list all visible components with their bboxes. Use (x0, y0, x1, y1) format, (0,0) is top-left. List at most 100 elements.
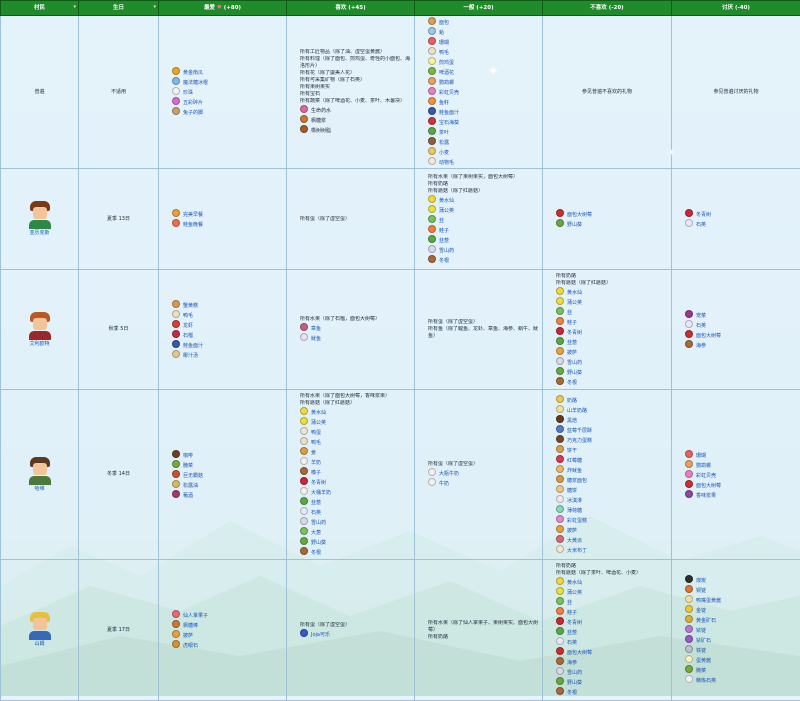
item-link[interactable]: Joja可乐 (311, 632, 330, 638)
item-link[interactable]: 雪山药 (311, 520, 326, 526)
item-link[interactable]: 牛奶 (439, 481, 449, 487)
item-link[interactable]: 红莓糖 (567, 458, 582, 464)
item-link[interactable]: 冬根 (567, 380, 577, 386)
item-link[interactable]: 面包 (439, 20, 449, 26)
item-link[interactable]: 羊奶 (311, 460, 321, 466)
item-link[interactable]: 鸭嘴蛋黄酱 (696, 598, 721, 604)
item-link[interactable]: 鸭蛋 (311, 430, 321, 436)
item-link[interactable]: 韭 (567, 600, 572, 606)
item-link[interactable]: 披萨 (567, 528, 577, 534)
item-link[interactable]: 蒲公英 (311, 420, 326, 426)
item-link[interactable]: 大桶羊奶 (311, 490, 331, 496)
item-link[interactable]: 鱼籽 (439, 100, 449, 106)
item-link[interactable]: 韭 (439, 218, 444, 224)
item-link[interactable]: 榛子 (311, 470, 321, 476)
item-link[interactable]: 铱矿石 (696, 638, 711, 644)
item-link[interactable]: 宝石海葵 (439, 120, 459, 126)
item-link[interactable]: 冬青树 (567, 330, 582, 336)
item-link[interactable]: 冬青树 (696, 212, 711, 218)
item-link[interactable]: 韭葱 (567, 630, 577, 636)
villager-portrait[interactable] (27, 312, 53, 340)
item-link[interactable]: 彩虹贝壳 (696, 473, 716, 479)
item-link[interactable]: 鲑鱼面汁 (183, 343, 203, 349)
item-link[interactable]: 小麦 (439, 150, 449, 156)
item-link[interactable]: 松露 (439, 140, 449, 146)
item-link[interactable]: 糖饼 (567, 488, 577, 494)
item-link[interactable]: 大黄派 (567, 538, 582, 544)
item-link[interactable]: 巧克力蛋糕 (567, 438, 592, 444)
item-link[interactable]: 冬根 (311, 550, 321, 556)
item-link[interactable]: 冬青树 (311, 480, 326, 486)
item-link[interactable]: 炸鱿鱼 (567, 468, 582, 474)
item-link[interactable]: 冬根 (439, 258, 449, 264)
villager-portrait[interactable] (27, 201, 53, 229)
item-link[interactable]: 海参 (567, 660, 577, 666)
sort-icon[interactable]: ▾ (73, 4, 76, 11)
item-link[interactable]: 大米布丁 (567, 548, 587, 554)
item-link[interactable]: 海参 (696, 343, 706, 349)
item-link[interactable]: 石英 (311, 510, 321, 516)
item-link[interactable]: 珊瑚 (439, 40, 449, 46)
item-link[interactable]: 椰汁汤 (183, 353, 198, 359)
col-header-villager[interactable]: 村民▾ (1, 1, 79, 16)
item-link[interactable]: 野山葵 (567, 222, 582, 228)
item-link[interactable]: 糖浆面包 (567, 478, 587, 484)
item-link[interactable]: 韭葱 (567, 340, 577, 346)
item-link[interactable]: 枫糖棒 (183, 623, 198, 629)
item-link[interactable]: 兔子的脚 (183, 110, 203, 116)
item-link[interactable]: 石英 (567, 640, 577, 646)
item-link[interactable]: 五彩碎片 (183, 100, 203, 106)
item-link[interactable]: 龙虾 (183, 323, 193, 329)
item-link[interactable]: 精炼石英 (696, 678, 716, 684)
item-link[interactable]: 黄水仙 (567, 580, 582, 586)
item-link[interactable]: 鲑鱼晚餐 (183, 222, 203, 228)
item-link[interactable]: 彩虹蛋糕 (567, 518, 587, 524)
item-link[interactable]: 蛤 (439, 30, 444, 36)
item-link[interactable]: 野山葵 (567, 680, 582, 686)
item-link[interactable]: 动物毛 (439, 160, 454, 166)
item-link[interactable]: 山羊奶酪 (567, 408, 587, 414)
villager-name-link[interactable]: 艾利欧特 (4, 341, 75, 348)
item-link[interactable]: 雪山药 (567, 670, 582, 676)
villager-name-link[interactable]: 亚历克斯 (4, 230, 75, 237)
item-link[interactable]: 姜 (311, 450, 316, 456)
item-link[interactable]: 野山葵 (567, 370, 582, 376)
item-link[interactable]: 珊瑚 (696, 453, 706, 459)
item-link[interactable]: 虎眼石 (183, 643, 198, 649)
item-link[interactable]: 宠菜 (696, 313, 706, 319)
item-link[interactable]: 面包大树莓 (696, 333, 721, 339)
item-link[interactable]: 金锭 (696, 608, 706, 614)
villager-name-link[interactable]: 哈维 (4, 486, 75, 493)
item-link[interactable]: 面包大树莓 (696, 483, 721, 489)
item-link[interactable]: 鲑鱼面汁 (439, 110, 459, 116)
item-link[interactable]: 冬根 (567, 690, 577, 696)
item-link[interactable]: 腌菜 (696, 668, 706, 674)
item-link[interactable]: 石英 (696, 222, 706, 228)
item-link[interactable]: 巨无霸菇 (183, 473, 203, 479)
item-link[interactable]: 面包大树莓 (567, 650, 592, 656)
item-link[interactable]: 大葱 (311, 530, 321, 536)
item-link[interactable]: 黄水仙 (567, 290, 582, 296)
item-link[interactable]: 黄水仙 (439, 198, 454, 204)
item-link[interactable]: 鹦鹉螺 (696, 463, 711, 469)
item-link[interactable]: 鸭毛 (439, 50, 449, 56)
dislike-link[interactable]: 参见普遍不喜欢的礼物 (582, 89, 632, 95)
item-link[interactable]: 蒲公英 (439, 208, 454, 214)
item-link[interactable]: 蟹黄糕 (183, 303, 198, 309)
item-link[interactable]: 鸭毛 (311, 440, 321, 446)
item-link[interactable]: 冰淇淋 (567, 498, 582, 504)
item-link[interactable]: 完美早餐 (183, 212, 203, 218)
item-link[interactable]: 鲑子 (567, 320, 577, 326)
item-link[interactable]: 薄荷糖 (567, 508, 582, 514)
item-link[interactable]: 咖啡 (183, 453, 193, 459)
item-link[interactable]: 煤炭 (696, 578, 706, 584)
item-link[interactable]: 仙人掌果子 (183, 613, 208, 619)
villager-portrait[interactable] (27, 457, 53, 485)
item-link[interactable]: 鸭毛 (183, 313, 193, 319)
item-link[interactable]: 铜锭 (696, 588, 706, 594)
item-link[interactable]: 啤酒花 (439, 70, 454, 76)
villager-name-link[interactable]: 山姆 (4, 641, 75, 648)
item-link[interactable]: 披萨 (183, 633, 193, 639)
item-link[interactable]: 黄金南瓜 (183, 70, 203, 76)
item-link[interactable]: 煎鸡蛋 (439, 60, 454, 66)
